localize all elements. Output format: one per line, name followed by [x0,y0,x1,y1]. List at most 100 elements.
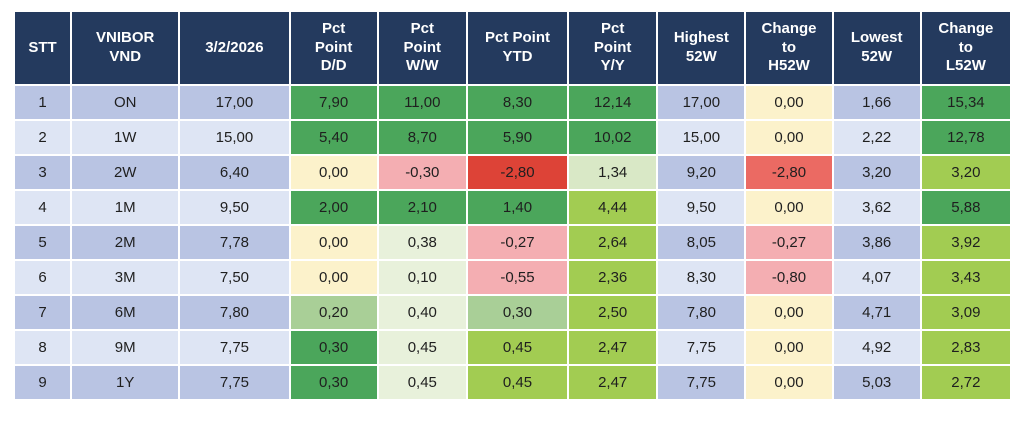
column-header: Pct Point D/D [290,12,377,84]
table-header: STT VNIBOR VND 3/2/2026 Pct Point D/D Pct Po… [15,12,1010,84]
table-row: 4 1M 9,50 2,00 2,10 1,40 4,44 9,50 0,00 3,62 5,88 [15,191,1010,224]
table-cell: 17,00 [180,86,289,119]
table-cell: 2,72 [921,366,1010,399]
header-row: STT VNIBOR VND 3/2/2026 Pct Point D/D Pct Po… [15,12,1010,84]
table-row: 9 1Y 7,75 0,30 0,45 0,45 2,47 7,75 0,00 5,03 2,72 [15,366,1010,399]
table-cell: 3,86 [833,226,920,259]
column-header: Change to L52W [921,12,1010,84]
table-cell: 0,20 [290,296,377,329]
table-cell: 2,47 [569,331,657,364]
table-cell: -0,80 [746,261,832,294]
table-row: 2 1W 15,00 5,40 8,70 5,90 10,02 15,00 0,00 2,22 12… [15,121,1010,154]
table-cell: 0,00 [290,156,377,189]
column-header: VNIBOR VND [72,12,179,84]
table-row: 1 ON 17,00 7,90 11,00 8,30 12,14 17,00 0,00 1,66 1… [15,86,1010,119]
table-cell: 3,09 [921,296,1010,329]
table-cell: 8,05 [658,226,745,259]
table-cell: 7,78 [180,226,289,259]
column-header: Pct Point Y/Y [569,12,657,84]
table-cell: 1W [72,121,179,154]
column-header: 3/2/2026 [180,12,289,84]
table-cell: 8 [15,331,71,364]
column-header: Lowest 52W [833,12,920,84]
table-cell: 0,00 [290,226,377,259]
table-cell: 0,00 [746,366,832,399]
table-cell: ON [72,86,179,119]
table-cell: 9,50 [658,191,745,224]
table-cell: 0,00 [746,331,832,364]
table-cell: 0,30 [290,366,377,399]
column-header: STT [15,12,71,84]
table-cell: 7,80 [658,296,745,329]
table-cell: 15,00 [658,121,745,154]
table-cell: -0,30 [378,156,466,189]
table-cell: 7,75 [658,331,745,364]
table-cell: 2 [15,121,71,154]
table-cell: 2,50 [569,296,657,329]
table-cell: 1Y [72,366,179,399]
table-cell: 9,20 [658,156,745,189]
table-cell: 7,90 [290,86,377,119]
table-cell: 7 [15,296,71,329]
table-cell: 7,50 [180,261,289,294]
table-cell: 7,80 [180,296,289,329]
table-cell: 2,64 [569,226,657,259]
table-cell: 5,90 [467,121,568,154]
table-cell: 2,00 [290,191,377,224]
table-cell: 3,43 [921,261,1010,294]
table-cell: 15,34 [921,86,1010,119]
table-cell: 7,75 [658,366,745,399]
table-cell: 0,00 [746,121,832,154]
table-cell: 7,75 [180,331,289,364]
table-cell: 4,07 [833,261,920,294]
table-cell: 2,83 [921,331,1010,364]
table-cell: 1,34 [569,156,657,189]
table-cell: 2,47 [569,366,657,399]
table-cell: 9 [15,366,71,399]
table-cell: 0,45 [378,366,466,399]
table-cell: 6,40 [180,156,289,189]
table-cell: 3,20 [921,156,1010,189]
table-cell: 0,40 [378,296,466,329]
table-cell: 4,44 [569,191,657,224]
table-cell: 7,75 [180,366,289,399]
table-cell: 0,30 [290,331,377,364]
table-body: 1 ON 17,00 7,90 11,00 8,30 12,14 17,00 0,00 1,66 1… [15,86,1010,399]
table-cell: 5,40 [290,121,377,154]
table-cell: 5,88 [921,191,1010,224]
table-cell: 3 [15,156,71,189]
table-cell: 0,45 [378,331,466,364]
table-cell: 2,36 [569,261,657,294]
table-row: 3 2W 6,40 0,00 -0,30 -2,80 1,34 9,20 -2,80 3,20 3,… [15,156,1010,189]
column-header: Pct Point W/W [378,12,466,84]
table-cell: -0,55 [467,261,568,294]
column-header: Change to H52W [746,12,832,84]
table-cell: 0,00 [290,261,377,294]
table-cell: 0,45 [467,331,568,364]
table-cell: 2W [72,156,179,189]
column-header: Highest 52W [658,12,745,84]
table-cell: 8,30 [467,86,568,119]
table-cell: 0,00 [746,86,832,119]
table-cell: 0,30 [467,296,568,329]
table-cell: 15,00 [180,121,289,154]
table-cell: 9M [72,331,179,364]
table-cell: 0,45 [467,366,568,399]
table-cell: 4 [15,191,71,224]
table-row: 5 2M 7,78 0,00 0,38 -0,27 2,64 8,05 -0,27 3,86 3,9… [15,226,1010,259]
table-cell: 8,70 [378,121,466,154]
table-cell: -2,80 [467,156,568,189]
table-cell: 3M [72,261,179,294]
table-cell: 9,50 [180,191,289,224]
table-cell: 3,20 [833,156,920,189]
table-cell: 2,10 [378,191,466,224]
table-cell: 2M [72,226,179,259]
table-cell: 10,02 [569,121,657,154]
table-cell: 17,00 [658,86,745,119]
vnibor-rate-table: STT VNIBOR VND 3/2/2026 Pct Point D/D Pct Po… [13,10,1012,401]
table-cell: 2,22 [833,121,920,154]
table-cell: 3,92 [921,226,1010,259]
table-cell: 6M [72,296,179,329]
table-row: 6 3M 7,50 0,00 0,10 -0,55 2,36 8,30 -0,80 4,07 3,4… [15,261,1010,294]
